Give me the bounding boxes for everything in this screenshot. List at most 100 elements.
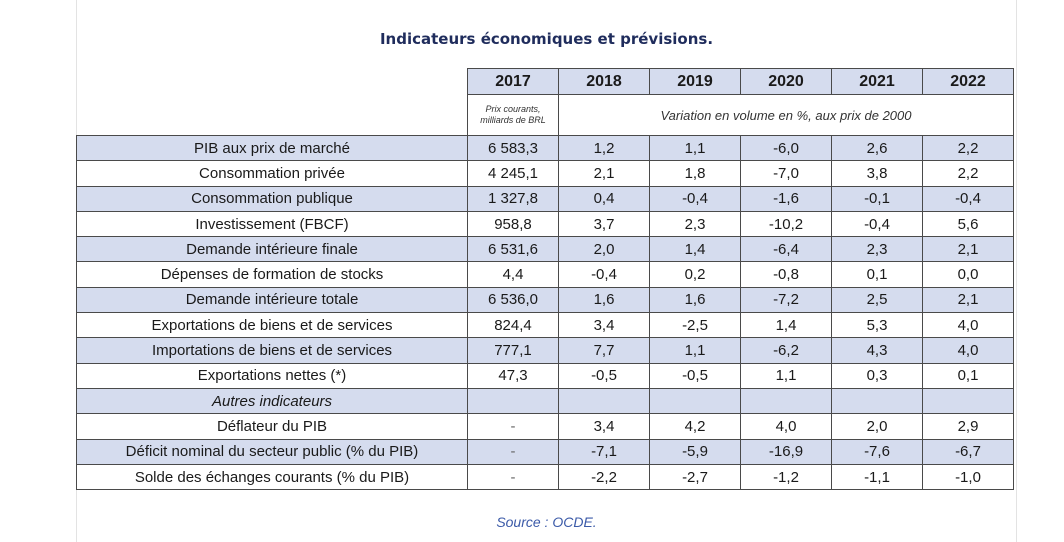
table-cell: 2,1 — [558, 160, 650, 187]
row-label: Consommation publique — [76, 185, 468, 212]
table-cell: - — [467, 438, 559, 465]
unit-row: Prix courants, milliards de BRL Variatio… — [76, 94, 1014, 136]
table-cell: -0,5 — [558, 362, 650, 389]
table-cell: -6,0 — [740, 134, 832, 162]
table-cell: 6 583,3 — [467, 134, 559, 162]
table-row: Demande intérieure totale 6 536,0 1,6 1,6 -7… — [76, 286, 1014, 314]
table-cell: 4,2 — [649, 413, 741, 440]
table-cell: 6 531,6 — [467, 236, 559, 263]
table-cell: - — [467, 413, 559, 440]
table-cell: 1 327,8 — [467, 185, 559, 212]
table-row: Importations de biens et de services 777,… — [76, 337, 1014, 364]
table-cell: 824,4 — [467, 312, 559, 339]
table-cell: 0,1 — [922, 362, 1014, 389]
row-label: Consommation privée — [76, 160, 468, 187]
table-cell: -0,4 — [831, 210, 923, 238]
header-corner — [76, 68, 468, 95]
table-cell: -0,5 — [649, 362, 741, 389]
table-cell: -1,6 — [740, 185, 832, 212]
table-cell: 2,5 — [831, 286, 923, 314]
table-cell: 7,7 — [558, 337, 650, 364]
row-label: Dépenses de formation de stocks — [76, 261, 468, 288]
unit-note-variation: Variation en volume en %, aux prix de 20… — [558, 94, 1014, 136]
table-cell: 4,0 — [922, 312, 1014, 339]
unit-note-2017: Prix courants, milliards de BRL — [467, 94, 559, 136]
row-label: Importations de biens et de services — [76, 337, 468, 364]
table-cell: 2,3 — [649, 210, 741, 238]
table-cell: 3,4 — [558, 413, 650, 440]
table-cell: 3,8 — [831, 160, 923, 187]
table-cell: 1,6 — [558, 286, 650, 314]
table-cell: 1,4 — [740, 312, 832, 339]
row-label: Investissement (FBCF) — [76, 210, 468, 238]
table-cell: 1,4 — [649, 236, 741, 263]
row-label: Demande intérieure finale — [76, 236, 468, 263]
row-label: Déficit nominal du secteur public (% du … — [76, 438, 468, 465]
row-label: Déflateur du PIB — [76, 413, 468, 440]
table-cell: -1,1 — [831, 463, 923, 491]
table-cell: -2,5 — [649, 312, 741, 339]
table-cell: -6,7 — [922, 438, 1014, 465]
table-cell: -6,4 — [740, 236, 832, 263]
table-cell: -0,4 — [558, 261, 650, 288]
table-cell: -16,9 — [740, 438, 832, 465]
table-cell: 2,1 — [922, 236, 1014, 263]
table-cell: 47,3 — [467, 362, 559, 389]
row-label: PIB aux prix de marché — [76, 134, 468, 162]
table-cell: 2,0 — [831, 413, 923, 440]
table-cell: -6,2 — [740, 337, 832, 364]
row-label: Autres indicateurs — [76, 387, 468, 415]
table-cell — [649, 387, 741, 415]
table-cell: 0,0 — [922, 261, 1014, 288]
table-body: PIB aux prix de marché 6 583,3 1,2 1,1 -6,0 2… — [76, 134, 1014, 491]
table-cell: 0,1 — [831, 261, 923, 288]
table-cell — [831, 387, 923, 415]
table-cell: 1,1 — [649, 134, 741, 162]
table-row: PIB aux prix de marché 6 583,3 1,2 1,1 -6,0 2… — [76, 134, 1014, 162]
table-row: Déflateur du PIB -3,4 4,2 4,0 2,0 2,9 — [76, 413, 1014, 440]
column-header: 2017 — [467, 68, 559, 95]
table-cell: 1,2 — [558, 134, 650, 162]
table-cell: 1,1 — [740, 362, 832, 389]
table-cell: 2,3 — [831, 236, 923, 263]
table-cell: -0,8 — [740, 261, 832, 288]
table-cell: -0,1 — [831, 185, 923, 212]
unit-corner — [76, 94, 468, 136]
row-label: Exportations nettes (*) — [76, 362, 468, 389]
table-cell: 2,1 — [922, 286, 1014, 314]
table-cell: 2,2 — [922, 160, 1014, 187]
table-cell: 4 245,1 — [467, 160, 559, 187]
table-cell: -7,2 — [740, 286, 832, 314]
table-cell: 0,2 — [649, 261, 741, 288]
table-cell — [740, 387, 832, 415]
table-cell: 2,9 — [922, 413, 1014, 440]
table-cell: 4,4 — [467, 261, 559, 288]
table-cell: 5,3 — [831, 312, 923, 339]
table-cell — [467, 387, 559, 415]
table-cell — [558, 387, 650, 415]
table-cell: 1,1 — [649, 337, 741, 364]
table-cell: -0,4 — [922, 185, 1014, 212]
table-cell: 4,0 — [922, 337, 1014, 364]
table-cell: -1,2 — [740, 463, 832, 491]
row-label: Solde des échanges courants (% du PIB) — [76, 463, 468, 491]
table-row: Consommation privée 4 245,1 2,1 1,8 -7,0 3,8 2… — [76, 160, 1014, 187]
table-title: Indicateurs économiques et prévisions. — [379, 30, 714, 48]
column-header: 2018 — [558, 68, 650, 95]
table-cell: 6 536,0 — [467, 286, 559, 314]
table-cell: -7,0 — [740, 160, 832, 187]
table-cell: 2,6 — [831, 134, 923, 162]
table-cell: 3,4 — [558, 312, 650, 339]
column-header: 2022 — [922, 68, 1014, 95]
table-cell: 1,8 — [649, 160, 741, 187]
table-row: Solde des échanges courants (% du PIB) - -… — [76, 463, 1014, 491]
column-header: 2019 — [649, 68, 741, 95]
table-cell: -2,2 — [558, 463, 650, 491]
table-row: Autres indicateurs — [76, 387, 1014, 415]
table-cell — [922, 387, 1014, 415]
row-label: Exportations de biens et de services — [76, 312, 468, 339]
table-cell: 1,6 — [649, 286, 741, 314]
table-cell: 0,4 — [558, 185, 650, 212]
column-header: 2020 — [740, 68, 832, 95]
table-cell: 958,8 — [467, 210, 559, 238]
